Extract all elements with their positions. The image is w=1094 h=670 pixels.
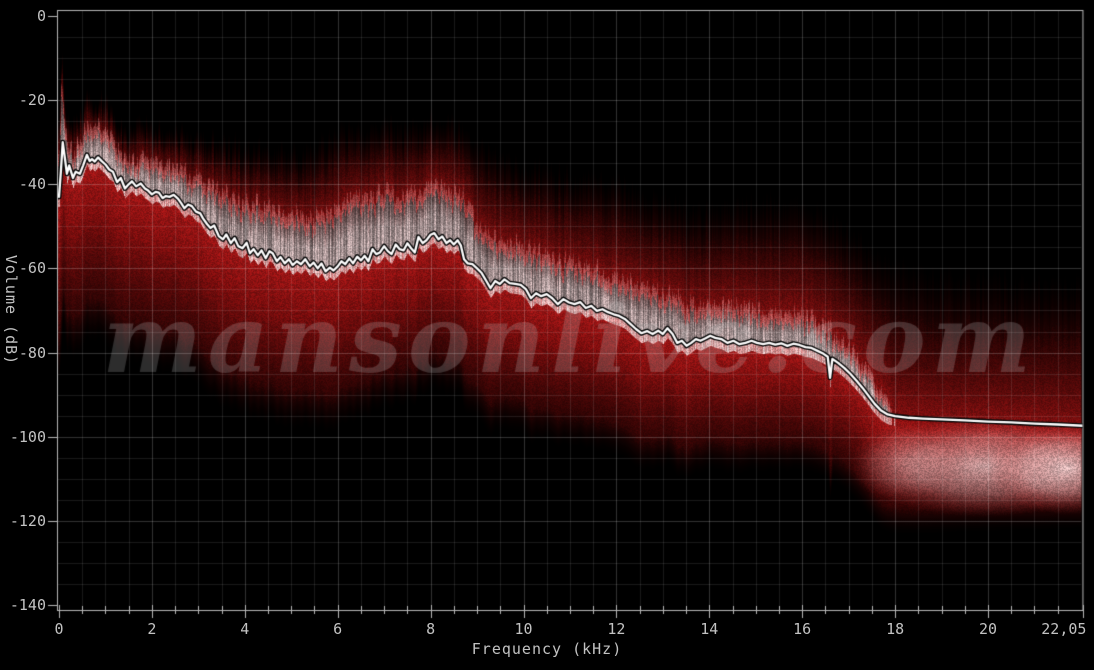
y-tick-label: -140 — [9, 595, 46, 614]
x-tick-label: 4 — [240, 620, 250, 638]
x-tick-label: 10 — [514, 620, 533, 638]
y-tick-label: -120 — [9, 511, 46, 530]
y-tick-label: -100 — [9, 427, 46, 446]
x-tick-label: 20 — [978, 620, 998, 638]
x-tick-label: 0 — [54, 620, 64, 638]
y-tick-label: -40 — [18, 175, 46, 194]
y-tick-label: -80 — [18, 343, 46, 362]
x-tick-label: 18 — [886, 620, 905, 638]
x-tick-label: 6 — [333, 620, 343, 638]
x-axis-title: Frequency (kHz) — [471, 640, 623, 658]
x-tick-label: 12 — [607, 620, 626, 638]
y-tick-label: -20 — [18, 91, 46, 110]
y-axis-title: Volume (dB) — [2, 254, 20, 366]
x-tick-label: 22,05 — [1041, 620, 1087, 638]
x-tick-label: 8 — [426, 620, 436, 638]
y-tick-label: -60 — [18, 259, 46, 278]
x-tick-label: 16 — [793, 620, 812, 638]
y-tick-label: 0 — [36, 7, 46, 25]
x-tick-label: 2 — [147, 620, 157, 638]
x-tick-label: 14 — [700, 620, 719, 638]
